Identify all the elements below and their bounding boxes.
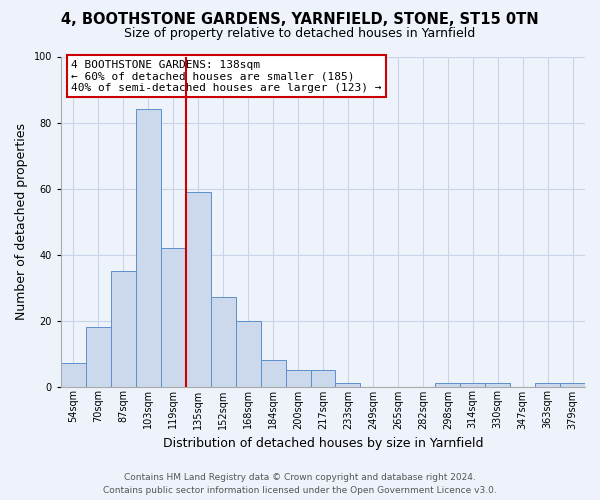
Bar — [460, 383, 485, 386]
Text: Size of property relative to detached houses in Yarnfield: Size of property relative to detached ho… — [124, 28, 476, 40]
Text: Contains HM Land Registry data © Crown copyright and database right 2024.
Contai: Contains HM Land Registry data © Crown c… — [103, 474, 497, 495]
Bar — [211, 298, 236, 386]
Bar — [86, 327, 111, 386]
Bar — [560, 383, 585, 386]
Bar — [335, 383, 361, 386]
Text: 4 BOOTHSTONE GARDENS: 138sqm
← 60% of detached houses are smaller (185)
40% of s: 4 BOOTHSTONE GARDENS: 138sqm ← 60% of de… — [71, 60, 382, 93]
Bar — [161, 248, 186, 386]
Bar — [435, 383, 460, 386]
Bar — [136, 110, 161, 386]
Bar — [286, 370, 311, 386]
Bar — [311, 370, 335, 386]
X-axis label: Distribution of detached houses by size in Yarnfield: Distribution of detached houses by size … — [163, 437, 483, 450]
Bar — [535, 383, 560, 386]
Bar — [260, 360, 286, 386]
Bar — [485, 383, 510, 386]
Bar — [186, 192, 211, 386]
Bar — [236, 320, 260, 386]
Bar — [111, 271, 136, 386]
Text: 4, BOOTHSTONE GARDENS, YARNFIELD, STONE, ST15 0TN: 4, BOOTHSTONE GARDENS, YARNFIELD, STONE,… — [61, 12, 539, 28]
Bar — [61, 364, 86, 386]
Y-axis label: Number of detached properties: Number of detached properties — [15, 123, 28, 320]
